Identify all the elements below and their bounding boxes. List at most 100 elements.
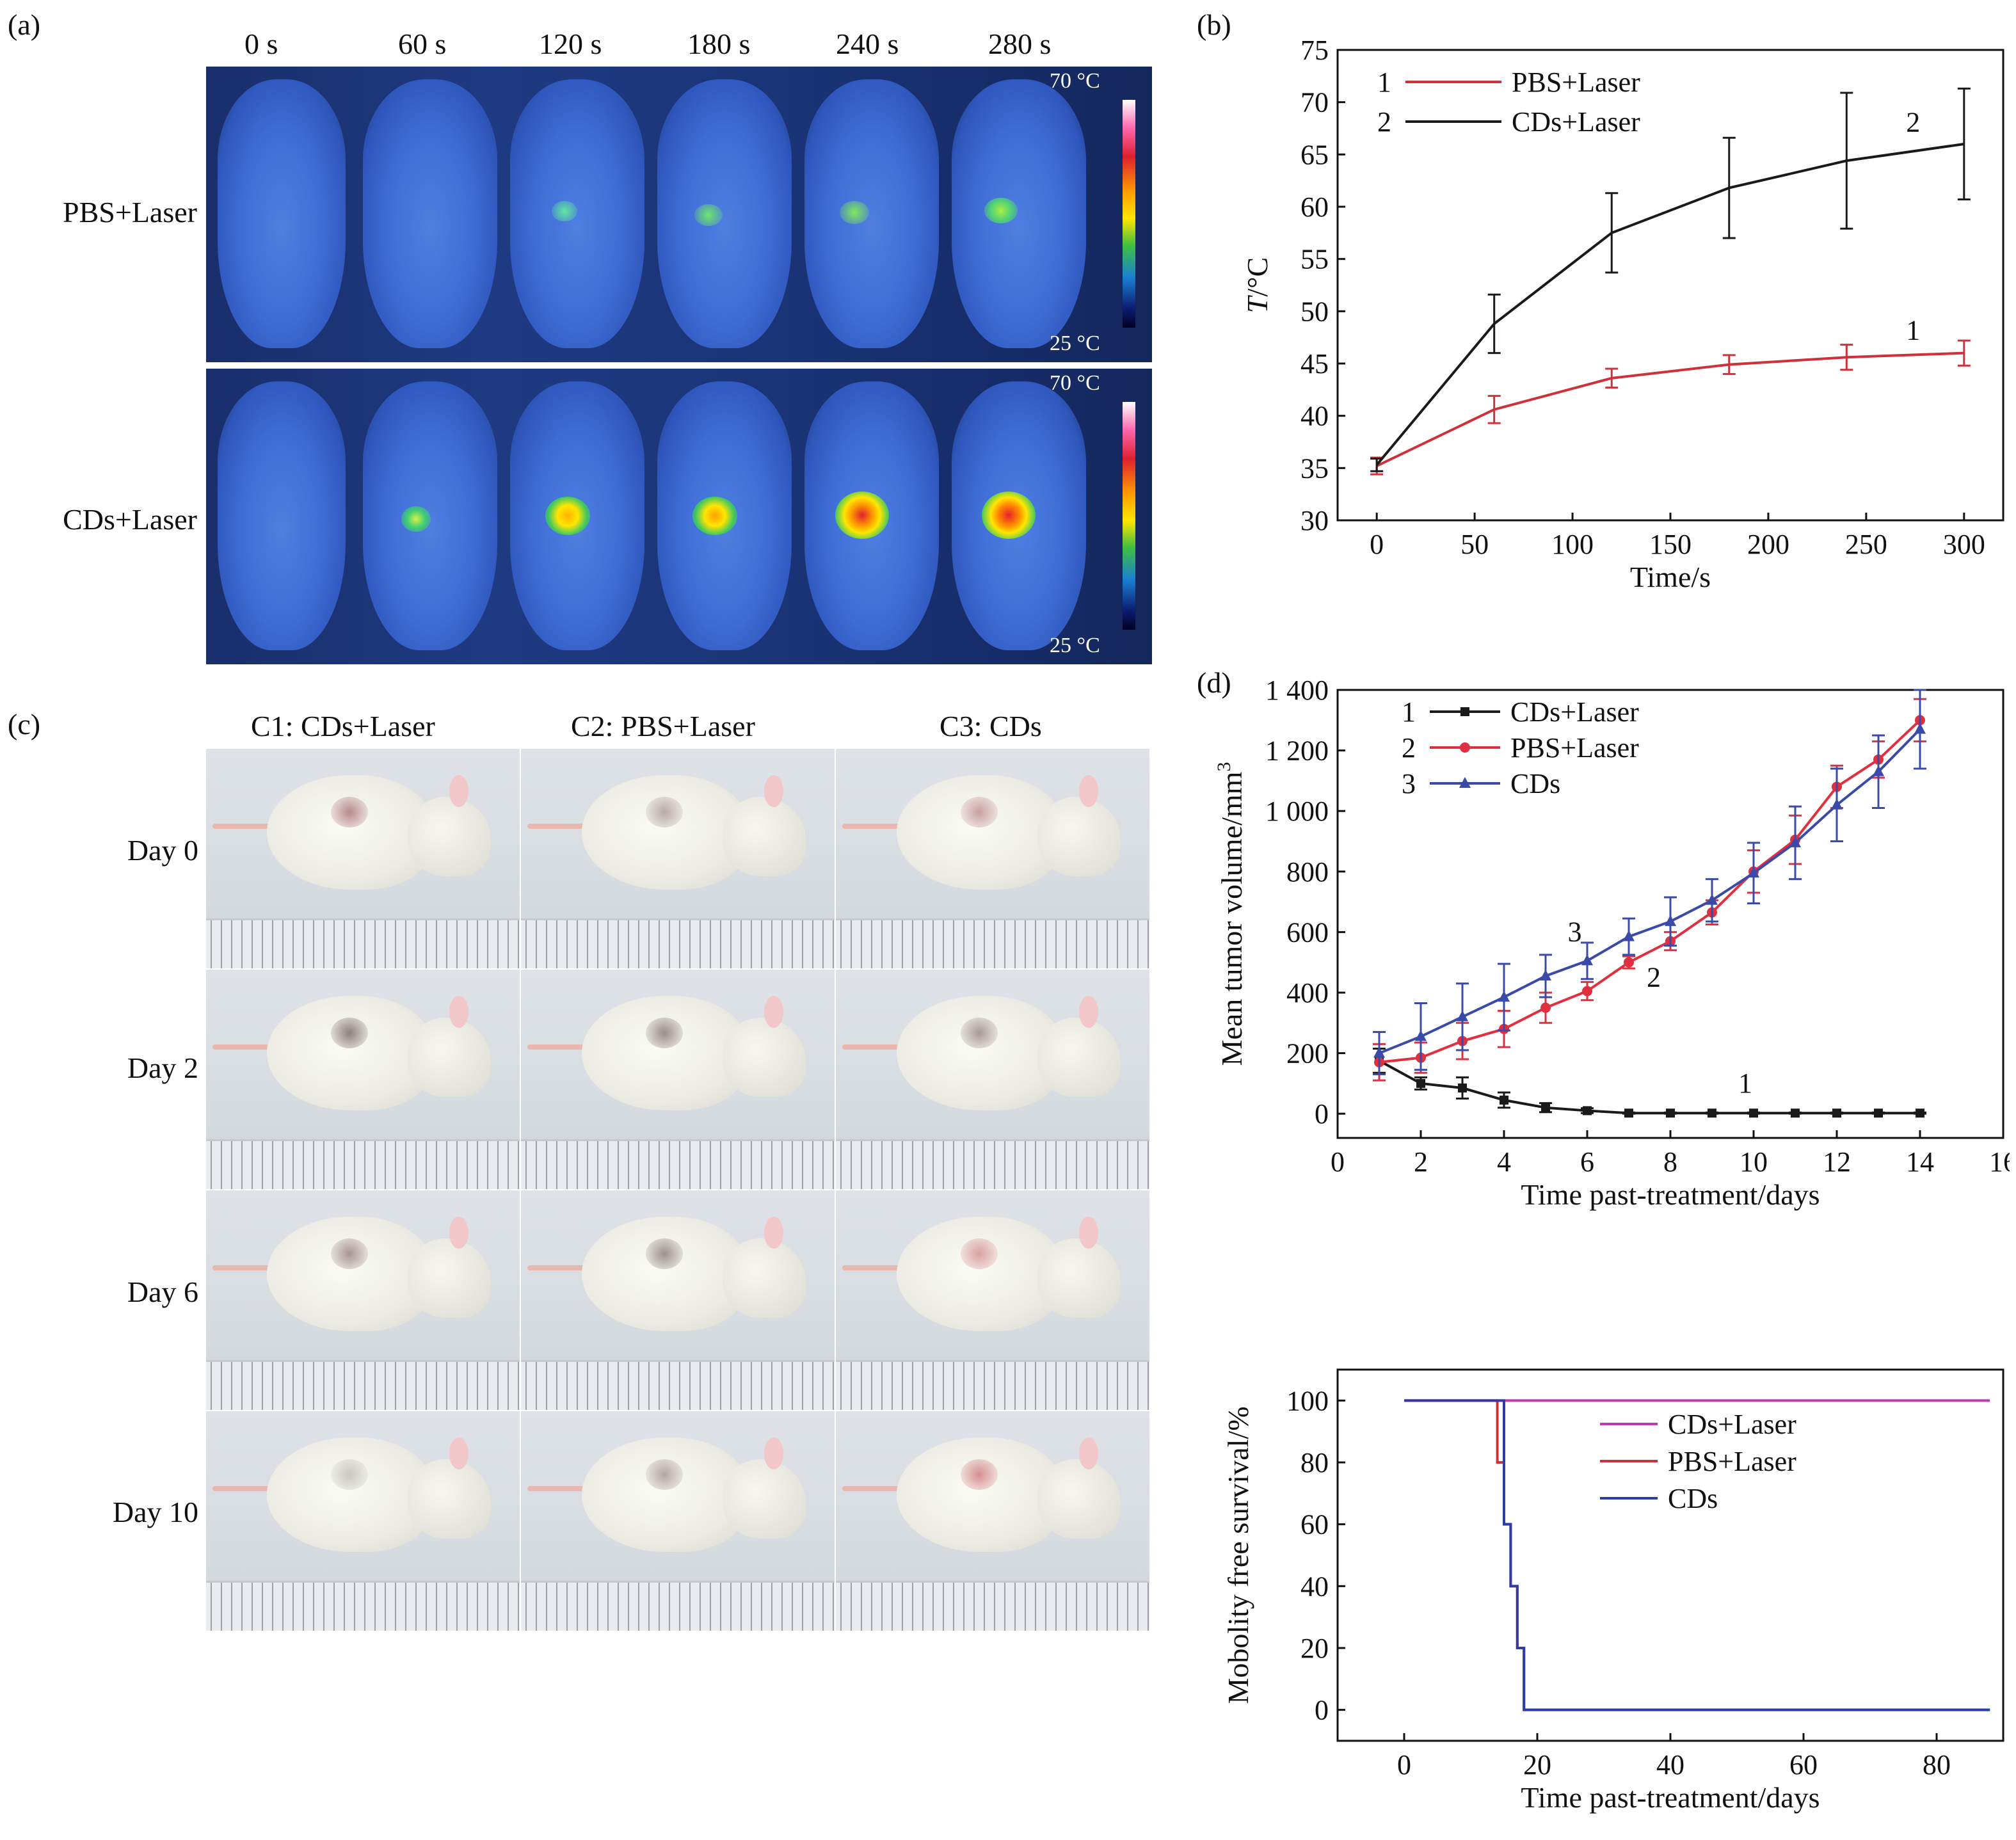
- time-label-2: 120 s: [539, 28, 602, 60]
- mouse-thermal: [804, 79, 939, 348]
- legend-number: 2: [1402, 732, 1416, 764]
- data-point: [1624, 957, 1634, 968]
- rat-tail: [212, 1265, 289, 1270]
- colorbar: [1123, 100, 1135, 328]
- time-label-3: 180 s: [687, 28, 751, 60]
- photo-column-label-c2: C2: PBS+Laser: [571, 710, 755, 742]
- y-tick-label: 0: [1315, 1098, 1329, 1130]
- tumor-site: [331, 797, 368, 828]
- rat-body: [897, 775, 1063, 890]
- mouse-thermal: [218, 381, 346, 650]
- photo-column-label-c3: C3: CDs: [940, 710, 1042, 742]
- rat-ear: [449, 775, 468, 808]
- legend-label: CDs+Laser: [1510, 696, 1639, 728]
- thermal-image-cds-laser: 70 °C 25 °C: [206, 369, 1152, 664]
- time-label-1: 60 s: [398, 28, 447, 60]
- mouse-photo: [836, 970, 1149, 1189]
- rat-ear: [1079, 1217, 1098, 1249]
- x-tick-label: 12: [1823, 1146, 1851, 1178]
- data-point: [1373, 1046, 1385, 1058]
- tumor-site: [961, 1018, 998, 1049]
- tumor-site: [646, 797, 683, 828]
- rat-body: [582, 1217, 748, 1331]
- data-point: [1500, 1095, 1508, 1105]
- rat-tail: [527, 823, 604, 829]
- series-annotation: 2: [1647, 962, 1661, 993]
- tumor-site: [961, 1459, 998, 1491]
- rat-head: [408, 1238, 491, 1318]
- y-tick-label: 80: [1300, 1447, 1329, 1478]
- heat-spot: [694, 204, 723, 226]
- panel-a-label: (a): [8, 8, 41, 41]
- data-point: [1832, 1108, 1841, 1118]
- mouse-thermal: [363, 79, 497, 348]
- rat-tail: [842, 1265, 919, 1270]
- rat-head: [1037, 1238, 1121, 1318]
- rat-ear: [764, 1437, 783, 1470]
- photo-row-label-day10: Day 10: [112, 1496, 198, 1528]
- series-line-2: [1379, 728, 1921, 1055]
- mouse-photo: [521, 970, 835, 1189]
- x-tick-label: 100: [1551, 529, 1594, 560]
- rat-head: [723, 1238, 806, 1318]
- data-point: [1583, 1106, 1592, 1116]
- mouse-thermal: [952, 79, 1086, 348]
- series-line-2: [1404, 1399, 1990, 1711]
- data-point: [1457, 1010, 1468, 1021]
- data-point: [1498, 991, 1510, 1002]
- thermal-row-label-cds: CDs+Laser: [63, 503, 197, 536]
- legend-label: CDs+Laser: [1668, 1409, 1796, 1440]
- y-axis-label: Mean tumor volume/mm3: [1213, 762, 1248, 1066]
- x-tick-label: 6: [1580, 1146, 1594, 1178]
- rat-body: [267, 1217, 433, 1331]
- rat-head: [723, 1459, 806, 1539]
- x-tick-label: 0: [1331, 1146, 1345, 1178]
- y-tick-label: 75: [1300, 35, 1329, 66]
- data-point: [1708, 1108, 1716, 1118]
- data-point: [1873, 765, 1884, 776]
- colorbar-min-label: 25 °C: [1050, 634, 1100, 657]
- rat-ear: [1079, 1437, 1098, 1470]
- rat-head: [408, 1459, 491, 1539]
- rat-tail: [527, 1044, 604, 1050]
- mouse-photo: [206, 749, 520, 968]
- y-tick-label: 45: [1300, 348, 1329, 380]
- x-axis-label: Time past-treatment/days: [1521, 1781, 1820, 1814]
- mouse-photo: [521, 1190, 835, 1410]
- legend-label: PBS+Laser: [1668, 1446, 1796, 1477]
- y-tick-label: 40: [1300, 401, 1329, 432]
- photo-row-label-day2: Day 2: [127, 1052, 198, 1084]
- mouse-photo: [836, 1190, 1149, 1410]
- data-point: [1624, 1108, 1633, 1118]
- y-tick-label: 1 000: [1265, 796, 1329, 827]
- rat-tail: [212, 1044, 289, 1050]
- series-annotation: 1: [1738, 1068, 1752, 1099]
- rat-tail: [842, 823, 919, 829]
- data-point: [1789, 836, 1801, 847]
- y-tick-label: 1 200: [1265, 735, 1329, 767]
- series-line-0: [1376, 351, 1964, 467]
- x-tick-label: 300: [1943, 529, 1985, 560]
- y-tick-label: 200: [1286, 1038, 1329, 1069]
- ruler: [836, 918, 1149, 968]
- y-tick-label: 100: [1286, 1385, 1329, 1416]
- colorbar-max-label: 70 °C: [1050, 371, 1100, 395]
- rat-ear: [764, 996, 783, 1028]
- ruler: [836, 1580, 1149, 1631]
- y-tick-label: 40: [1300, 1571, 1329, 1602]
- series-annotation: 2: [1906, 106, 1920, 138]
- x-axis-label: Time past-treatment/days: [1521, 1178, 1820, 1211]
- y-tick-label: 60: [1300, 191, 1329, 223]
- rat-body: [267, 996, 433, 1110]
- legend-label: PBS+Laser: [1512, 67, 1640, 98]
- heat-spot: [982, 492, 1036, 539]
- y-tick-label: 50: [1300, 296, 1329, 327]
- y-axis-label: Mobolity free survival/%: [1222, 1406, 1254, 1704]
- colorbar-max-label: 70 °C: [1050, 69, 1100, 93]
- time-label-0: 0 s: [244, 28, 278, 60]
- legend-marker: [1460, 707, 1469, 716]
- x-axis-label: Time/s: [1630, 561, 1711, 593]
- data-point: [1706, 893, 1718, 905]
- rat-head: [408, 797, 491, 876]
- x-tick-label: 10: [1740, 1146, 1768, 1178]
